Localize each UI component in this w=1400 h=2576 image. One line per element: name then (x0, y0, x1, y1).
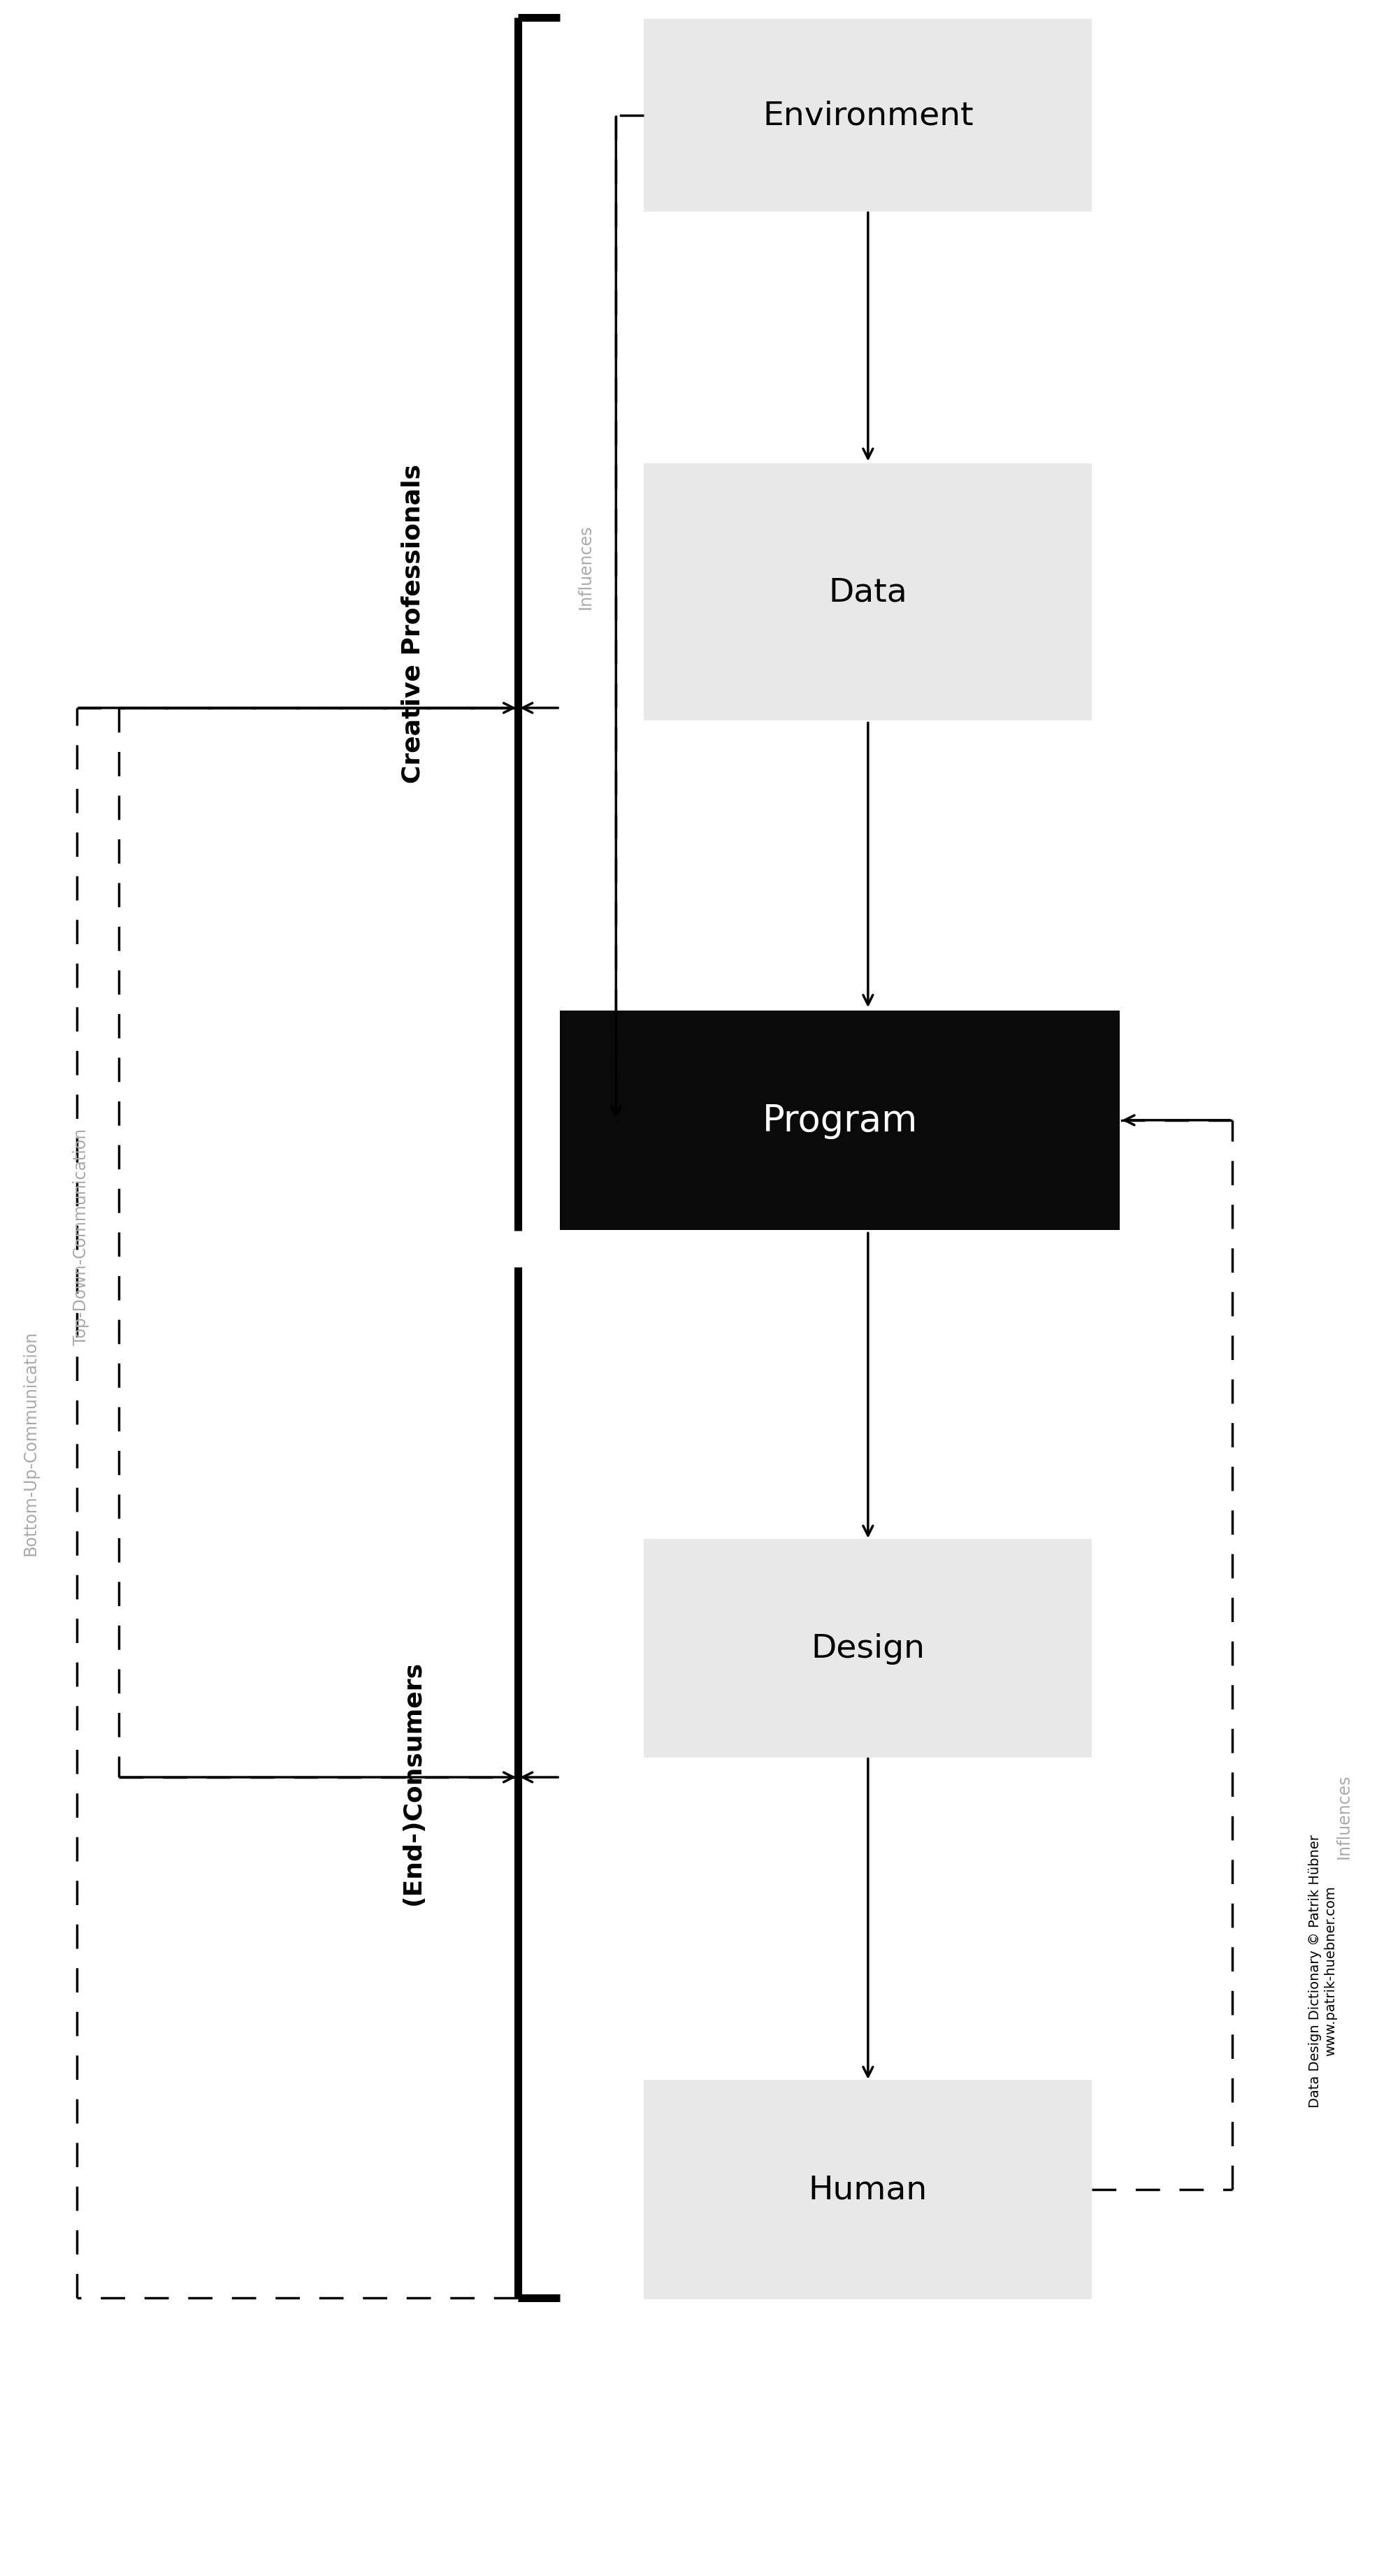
Bar (560, 1012, 1120, 1231)
Text: Bottom-Up-Communication: Bottom-Up-Communication (22, 1329, 39, 1556)
Text: Influences: Influences (1336, 1775, 1352, 1857)
Text: Data Design Dictionary © Patrik Hübner
www.patrik-huebner.com: Data Design Dictionary © Patrik Hübner w… (1309, 1834, 1337, 2107)
Bar (644, 1540, 1092, 1757)
Text: Environment: Environment (763, 100, 973, 131)
Text: Data: Data (829, 577, 907, 608)
Bar (644, 21, 1092, 214)
Text: Top-Down-Communication: Top-Down-Communication (73, 1128, 90, 1345)
Text: Human: Human (809, 2174, 927, 2205)
Text: (End-)Consumers: (End-)Consumers (402, 1662, 424, 1904)
Text: Influences: Influences (577, 526, 594, 608)
Text: Program: Program (762, 1103, 918, 1139)
Text: Creative Professionals: Creative Professionals (402, 464, 424, 783)
Text: Design: Design (811, 1633, 925, 1664)
Bar (644, 464, 1092, 721)
Bar (644, 2081, 1092, 2300)
